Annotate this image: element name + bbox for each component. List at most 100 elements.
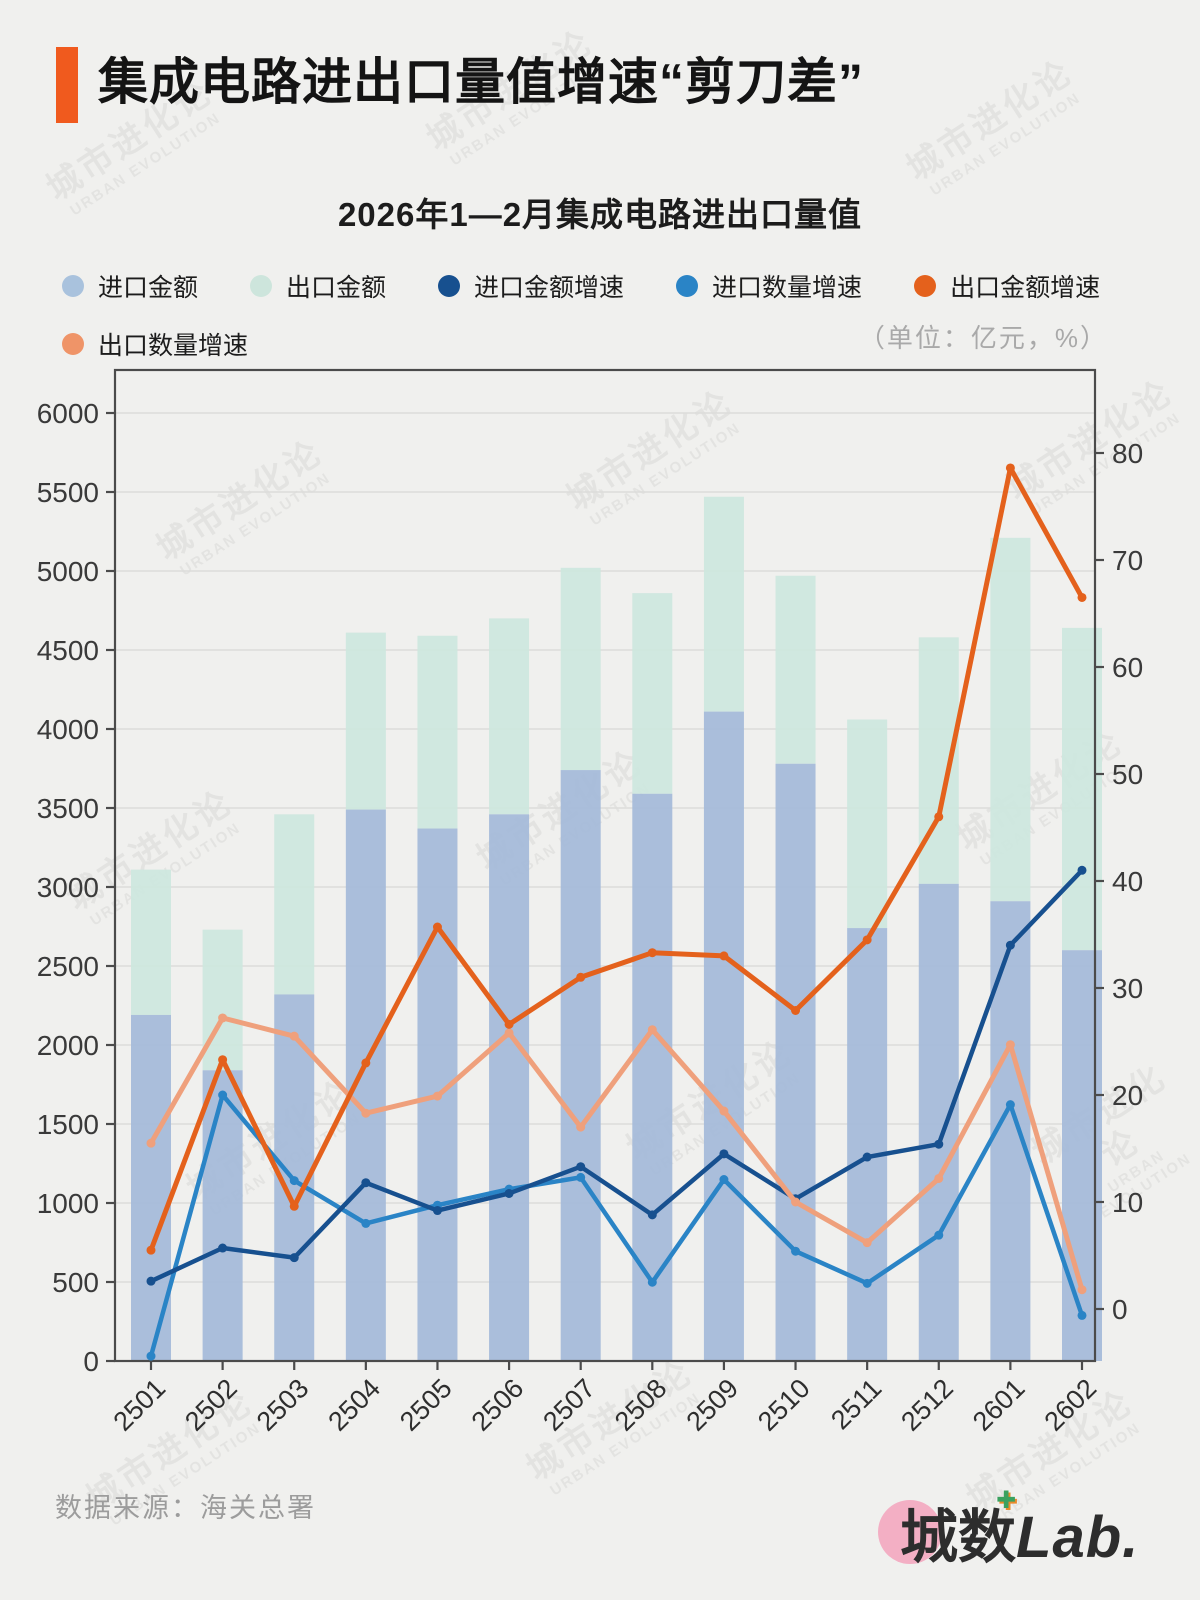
point-出口数量增速-2503 [290,1032,299,1041]
left-axis-label: 4500 [37,635,99,666]
point-出口金额增速-2503 [290,1202,299,1211]
bar-import-value-2509 [704,712,744,1361]
point-进口数量增速-2503 [290,1176,299,1185]
point-进口数量增速-2504 [361,1219,370,1228]
x-axis-label-2509: 2509 [680,1373,744,1437]
bar-import-value-2510 [776,764,816,1361]
right-axis-label: 10 [1112,1187,1143,1218]
x-axis-label-2508: 2508 [609,1373,673,1437]
point-出口数量增速-2501 [147,1139,156,1148]
point-进口数量增速-2509 [719,1175,728,1184]
point-进口金额增速-2511 [863,1153,872,1162]
bar-import-value-2504 [346,810,386,1361]
bar-import-value-2512 [919,884,959,1361]
right-axis-label: 80 [1112,438,1143,469]
point-进口金额增速-2602 [1078,866,1087,875]
point-进口数量增速-2501 [147,1352,156,1361]
x-axis-label-2511: 2511 [825,1373,887,1435]
bar-export-value-2501 [131,870,171,1015]
bar-import-value-2507 [561,770,601,1361]
point-进口金额增速-2503 [290,1253,299,1262]
point-出口数量增速-2508 [648,1025,657,1034]
point-出口金额增速-2507 [576,973,585,982]
point-出口金额增速-2504 [361,1058,370,1067]
data-source-note: 数据来源：海关总署 [55,1486,316,1525]
point-出口金额增速-2601 [1006,463,1015,472]
x-axis-label-2505: 2505 [394,1373,458,1437]
logo-text: 城数Lab. [900,1490,1139,1574]
bar-export-value-2502 [203,930,243,1071]
point-出口金额增速-2512 [934,812,943,821]
point-出口金额增速-2511 [863,935,872,944]
point-进口数量增速-2601 [1006,1100,1015,1109]
bar-export-value-2601 [990,538,1030,901]
x-axis-label-2502: 2502 [179,1373,243,1437]
point-出口数量增速-2509 [719,1107,728,1116]
point-出口数量增速-2511 [863,1238,872,1247]
point-出口数量增速-2505 [433,1092,442,1101]
left-axis-label: 3500 [37,793,99,824]
bar-import-value-2511 [847,928,887,1361]
point-进口数量增速-2508 [648,1278,657,1287]
point-出口数量增速-2507 [576,1123,585,1132]
point-出口数量增速-2602 [1078,1285,1087,1294]
point-进口数量增速-2507 [576,1173,585,1182]
point-出口金额增速-2502 [218,1055,227,1064]
point-进口金额增速-2509 [719,1149,728,1158]
right-axis-label: 60 [1112,652,1143,683]
bar-export-value-2509 [704,497,744,712]
left-axis-label: 2500 [37,951,99,982]
x-axis-label-2512: 2512 [895,1373,959,1437]
point-出口金额增速-2602 [1078,593,1087,602]
right-axis-label: 70 [1112,545,1143,576]
left-axis-label: 1500 [37,1109,99,1140]
bar-import-value-2508 [632,794,672,1361]
point-进口金额增速-2512 [934,1140,943,1149]
logo-text-cn: 城数 [900,1505,1016,1570]
right-axis-label: 40 [1112,866,1143,897]
combo-chart: 0500100015002000250030003500400045005000… [0,0,1200,1600]
point-出口金额增速-2508 [648,948,657,957]
x-axis-label-2506: 2506 [466,1373,530,1437]
point-进口金额增速-2601 [1006,941,1015,950]
left-axis-label: 5500 [37,477,99,508]
x-axis-label-2507: 2507 [537,1373,601,1437]
bar-export-value-2506 [489,618,529,814]
point-出口数量增速-2601 [1006,1040,1015,1049]
point-出口金额增速-2501 [147,1246,156,1255]
point-出口数量增速-2512 [934,1174,943,1183]
point-进口金额增速-2508 [648,1210,657,1219]
point-进口数量增速-2510 [791,1247,800,1256]
point-出口数量增速-2506 [505,1028,514,1037]
x-axis-label-2503: 2503 [251,1373,315,1437]
right-axis-label: 20 [1112,1080,1143,1111]
point-进口数量增速-2511 [863,1279,872,1288]
left-axis-label: 6000 [37,398,99,429]
point-出口金额增速-2505 [433,923,442,932]
bar-export-value-2507 [561,568,601,770]
point-进口金额增速-2505 [433,1206,442,1215]
bar-export-value-2505 [417,636,457,829]
left-axis-label: 500 [52,1267,99,1298]
bar-export-value-2511 [847,720,887,929]
point-出口数量增速-2510 [791,1198,800,1207]
point-出口金额增速-2509 [719,951,728,960]
point-出口数量增速-2502 [218,1013,227,1022]
logo-text-en: Lab. [1016,1505,1139,1570]
left-axis-label: 0 [83,1346,99,1377]
point-出口数量增速-2504 [361,1109,370,1118]
right-axis-label: 30 [1112,973,1143,1004]
left-axis-label: 4000 [37,714,99,745]
point-进口数量增速-2512 [934,1231,943,1240]
point-进口数量增速-2502 [218,1091,227,1100]
left-axis-label: 5000 [37,556,99,587]
bar-export-value-2503 [274,814,314,994]
point-进口金额增速-2501 [147,1277,156,1286]
point-进口数量增速-2602 [1078,1311,1087,1320]
bar-export-value-2510 [776,576,816,764]
x-axis-label-2601: 2601 [967,1373,1031,1437]
x-axis-label-2510: 2510 [752,1373,816,1437]
left-axis-label: 3000 [37,872,99,903]
right-axis-label: 0 [1112,1294,1128,1325]
point-出口金额增速-2506 [505,1020,514,1029]
